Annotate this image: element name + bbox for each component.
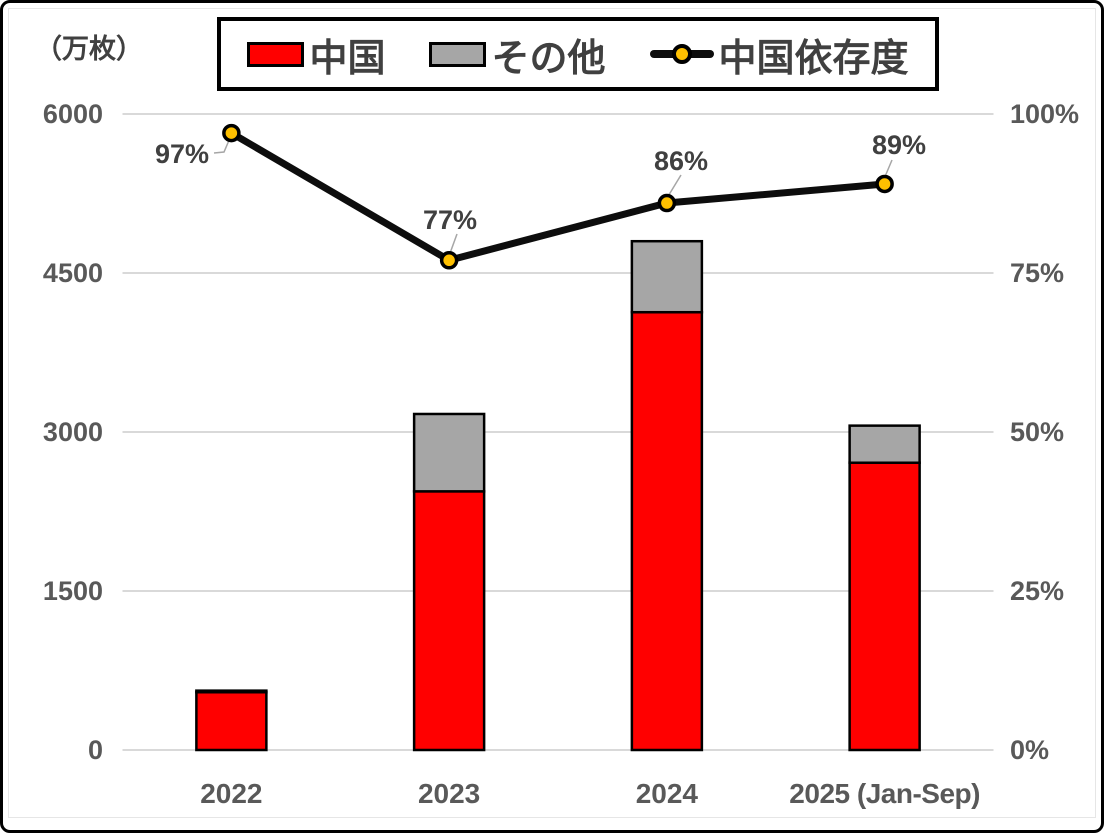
dependency-marker-2022 [222,123,241,143]
dependency-line [227,129,889,264]
dependency-line-sample [649,44,714,64]
left-axis-unit-label: （万枚） [35,34,143,64]
left-axis-tick-label: 4500 [43,258,103,288]
dependency-data-label-2025: 89% [872,130,926,160]
bar-china-2024 [630,310,704,752]
china-series-swatch [247,41,305,67]
right-axis-tick-label: 25% [1010,576,1064,606]
bar-other-2025 [848,424,921,464]
bar-china-2022 [195,690,268,752]
dependency-marker-2025 [875,174,894,194]
right-axis-tick-label: 100% [1010,99,1079,129]
dependency-marker-2023 [439,251,459,270]
bar-other-2023 [412,412,486,493]
legend-label-other: その他 [491,37,606,80]
left-axis-tick-label: 3000 [43,417,103,447]
bar-china-2025 [848,461,921,752]
left-axis-tick-label: 0 [88,735,103,765]
data-label-leader [213,137,231,154]
legend-item-china: 中国 [247,27,385,82]
legend-label-dependency: 中国依存度 [718,37,909,80]
dependency-marker-sample [671,44,692,64]
dependency-data-label-2024: 86% [654,146,708,176]
x-axis-label-2024: 2024 [636,778,699,809]
right-axis-tick-label: 75% [1010,258,1064,288]
x-axis-label-2025: 2025 (Jan-Sep) [789,778,980,809]
plot-area: 0 1500 3000 4500 6000 0% 25% 50% 75% 100% 2022 2023… [43,99,1079,809]
legend-item-dependency: 中国依存度 [649,27,909,82]
right-axis-tick-label: 50% [1010,417,1064,447]
legend-label-china: 中国 [309,37,386,80]
right-axis-tick-label: 0% [1010,735,1049,765]
left-axis-tick-label: 1500 [43,576,103,606]
x-axis-label-2022: 2022 [200,778,262,809]
legend: 中国 その他 中国依存度 [217,17,939,91]
dependency-data-label-2022: 97% [155,139,209,169]
dependency-data-label-2023: 77% [423,205,477,235]
bar-other-2022 [195,689,268,694]
legend-item-other: その他 [429,27,606,82]
bar-other-2024 [630,239,704,314]
x-axis-label-2023: 2023 [418,778,480,809]
dependency-marker-2024 [657,193,677,213]
bar-china-2023 [412,490,486,752]
other-series-swatch [429,41,487,67]
left-axis-tick-label: 6000 [43,99,103,129]
